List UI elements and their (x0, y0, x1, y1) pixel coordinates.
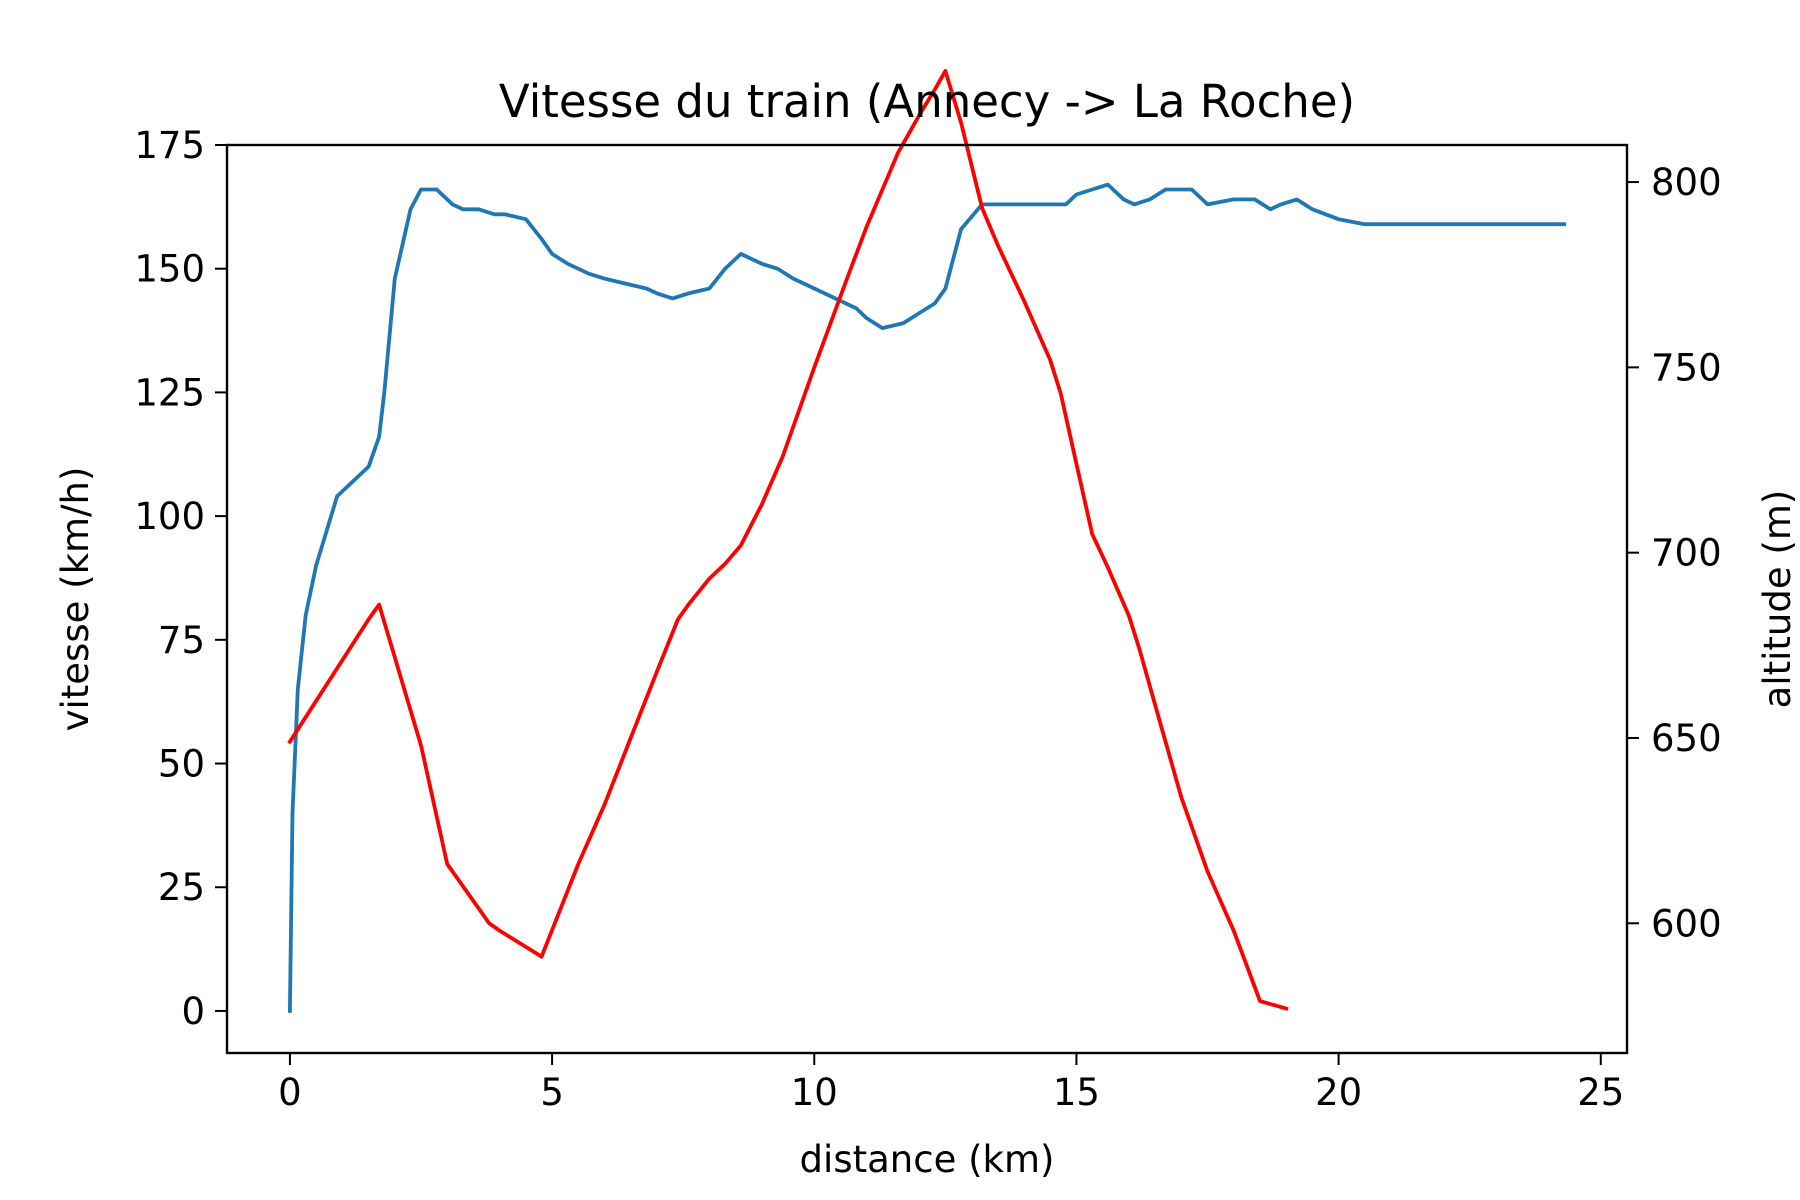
y-tick-label-left: 0 (181, 990, 205, 1033)
y-tick-label-left: 125 (134, 371, 205, 414)
series-line-altitude (287, 69, 1289, 1011)
y-tick-label-right: 800 (1651, 161, 1722, 204)
x-tick-label: 15 (1053, 1071, 1100, 1114)
y-tick-label-left: 50 (158, 743, 205, 786)
y-axis-label-left: vitesse (km/h) (54, 467, 97, 732)
y-tick-label-right: 650 (1651, 717, 1722, 760)
y-tick-label-left: 75 (158, 619, 205, 662)
x-axis-label: distance (km) (800, 1138, 1055, 1181)
x-tick-label: 20 (1315, 1071, 1362, 1114)
x-tick-label: 10 (791, 1071, 838, 1114)
plot-frame (225, 143, 1629, 1055)
y-tick-label-left: 175 (134, 124, 205, 167)
y-axis-label-right: altitude (m) (1756, 490, 1799, 709)
x-tick-label: 5 (540, 1071, 564, 1114)
x-tick-label: 25 (1577, 1071, 1624, 1114)
chart-title: Vitesse du train (Annecy -> La Roche) (499, 75, 1355, 128)
y-tick-label-left: 150 (134, 248, 205, 291)
y-tick-label-left: 100 (134, 495, 205, 538)
y-tick-label-right: 700 (1651, 532, 1722, 575)
y-tick-label-left: 25 (158, 866, 205, 909)
y-tick-label-right: 750 (1651, 346, 1722, 389)
series-layer (287, 69, 1566, 1013)
series-line-vitesse (287, 182, 1566, 1013)
x-tick-label: 0 (278, 1071, 302, 1114)
axis-layer: 0 5 10 15 20 25 0 25 50 75 100 125 150 175 600 650 700 75… (134, 124, 1721, 1114)
y-tick-label-right: 600 (1651, 902, 1722, 945)
